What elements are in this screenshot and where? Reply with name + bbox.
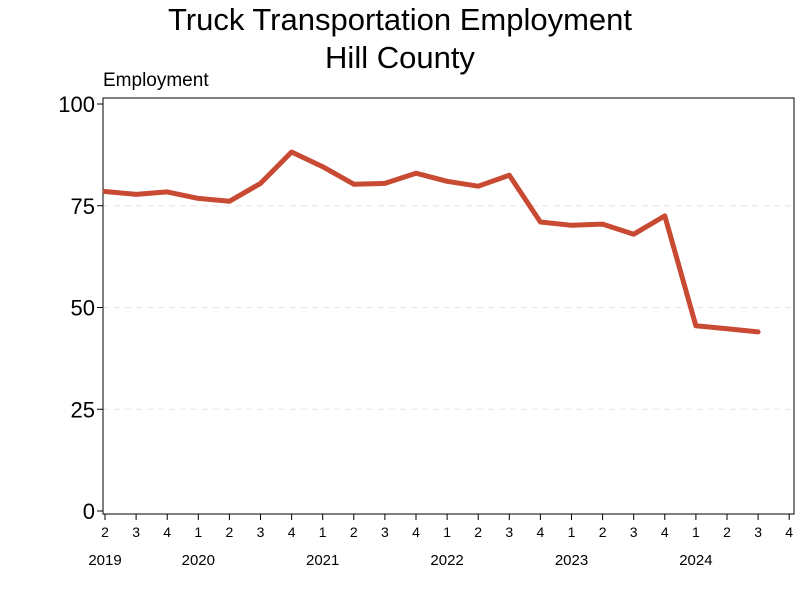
series-layer — [102, 149, 761, 335]
data-point — [632, 232, 636, 236]
x-tick-label: 4 — [661, 524, 669, 540]
gridlines — [103, 205, 794, 410]
x-tick-label: 4 — [537, 524, 545, 540]
data-point — [352, 182, 356, 186]
x-tick-label: 1 — [568, 524, 576, 540]
x-year-label: 2021 — [306, 552, 339, 569]
x-year-label: 2024 — [679, 552, 712, 569]
x-tick-label: 4 — [412, 524, 420, 540]
y-axis-label: Employment — [103, 70, 209, 91]
x-tick-label: 3 — [505, 524, 513, 540]
x-tick-label: 2 — [226, 524, 234, 540]
x-tick-label: 3 — [257, 524, 265, 540]
data-point — [725, 327, 729, 331]
data-point — [570, 223, 573, 227]
x-tick-label: 2 — [474, 524, 482, 540]
x-year-label: 2022 — [430, 552, 463, 569]
x-tick-label: 1 — [319, 524, 327, 540]
y-tick-label: 100 — [58, 92, 95, 117]
data-point — [601, 222, 605, 226]
data-point — [694, 324, 698, 328]
data-point — [321, 165, 325, 169]
x-tick-label: 3 — [754, 524, 762, 540]
data-point — [290, 150, 294, 154]
data-point — [165, 190, 169, 194]
x-year-label: 2020 — [182, 552, 215, 569]
x-year-label: 2019 — [88, 552, 121, 569]
data-point — [103, 190, 107, 194]
x-tick-label: 4 — [163, 524, 171, 540]
x-tick-label: 1 — [443, 524, 451, 540]
x-tick-label: 2 — [101, 524, 109, 540]
x-tick-label: 2 — [350, 524, 358, 540]
x-axis: 2 3 4 1 2 3 4 1 2 3 4 1 2 3 4 1 2 3 4 1 2 3 4 2019 2020 2021 2022 2… — [88, 514, 793, 569]
y-tick-label: 75 — [71, 194, 95, 219]
data-point — [383, 181, 387, 185]
data-point — [476, 184, 480, 188]
x-tick-label: 1 — [194, 524, 202, 540]
data-point — [196, 196, 200, 200]
data-point — [445, 179, 449, 183]
x-year-label: 2023 — [555, 552, 588, 569]
chart-title-line-1: Truck Transportation Employment — [168, 2, 632, 37]
chart-title-line-2: Hill County — [325, 40, 475, 75]
x-tick-label: 3 — [381, 524, 389, 540]
data-point — [259, 181, 262, 185]
series-line — [102, 149, 761, 335]
data-point — [227, 199, 231, 203]
x-tick-label: 1 — [692, 524, 700, 540]
data-point — [414, 171, 418, 175]
y-tick-label: 50 — [71, 296, 95, 321]
data-point — [134, 192, 138, 196]
data-point — [756, 330, 760, 334]
data-point — [507, 173, 511, 177]
y-tick-label: 0 — [83, 499, 95, 524]
y-axis: 0 25 50 75 100 — [58, 92, 103, 524]
plot-frame — [102, 97, 795, 515]
x-tick-label: 3 — [630, 524, 638, 540]
y-tick-label: 25 — [71, 397, 95, 422]
data-point — [663, 214, 667, 218]
x-tick-label: 3 — [132, 524, 140, 540]
x-tick-label: 4 — [288, 524, 296, 540]
data-point — [538, 220, 542, 224]
x-tick-label: 4 — [785, 524, 793, 540]
x-tick-label: 2 — [723, 524, 731, 540]
x-tick-label: 2 — [599, 524, 607, 540]
